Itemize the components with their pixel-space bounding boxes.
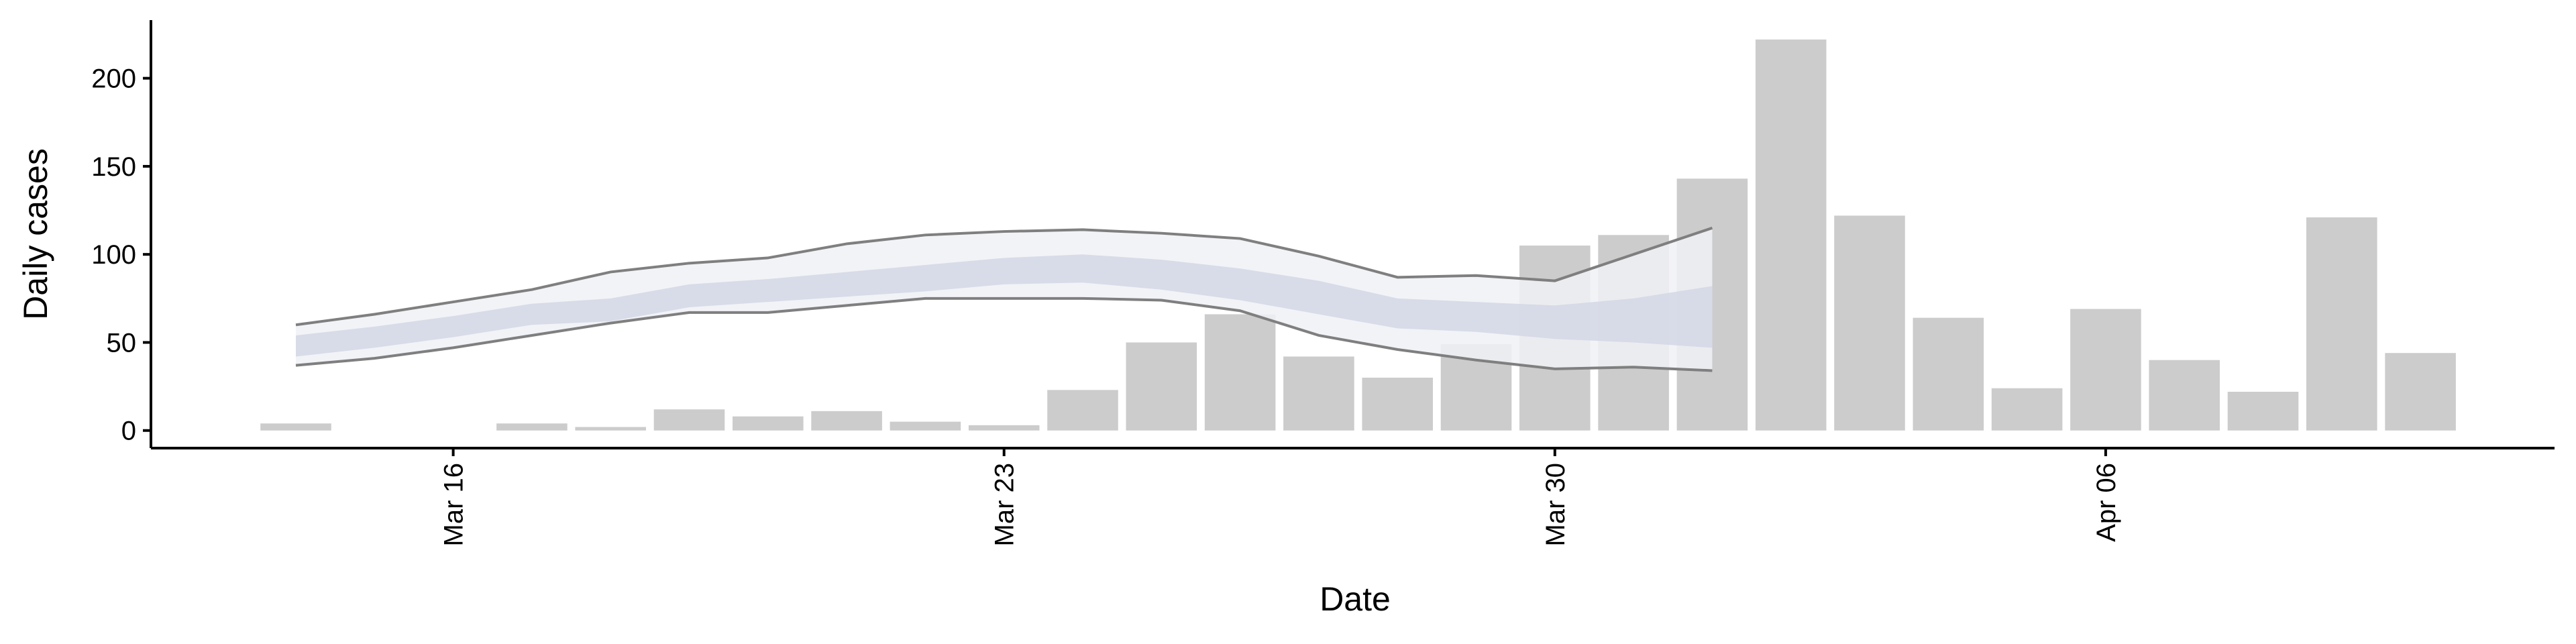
y-tick-label: 200 bbox=[91, 64, 136, 94]
x-axis-title: Date bbox=[1320, 580, 1391, 618]
bar bbox=[1834, 215, 1905, 431]
bar bbox=[2385, 353, 2456, 431]
bar bbox=[733, 416, 804, 431]
y-tick-label: 0 bbox=[121, 417, 136, 446]
bar bbox=[575, 427, 646, 431]
y-tick-label: 50 bbox=[107, 328, 137, 358]
bar bbox=[653, 409, 725, 431]
bar bbox=[1204, 314, 1276, 431]
bar bbox=[1991, 388, 2063, 431]
y-tick-label: 150 bbox=[91, 152, 136, 182]
y-axis-title: Daily cases bbox=[17, 148, 54, 320]
bar bbox=[1755, 39, 1827, 431]
bar bbox=[1362, 377, 1433, 431]
bar bbox=[2149, 360, 2220, 431]
y-tick-label: 100 bbox=[91, 240, 136, 270]
x-tick-label: Mar 23 bbox=[990, 463, 1020, 547]
bar bbox=[1913, 317, 1984, 431]
bar bbox=[890, 421, 961, 431]
ribbon-edge bbox=[295, 297, 1713, 372]
ribbon-band bbox=[296, 227, 1713, 371]
bar bbox=[1126, 342, 1197, 431]
bar bbox=[1047, 390, 1118, 431]
bar bbox=[968, 425, 1040, 431]
ribbon-band bbox=[296, 254, 1713, 357]
bar bbox=[1283, 356, 1354, 431]
bar bbox=[2306, 217, 2377, 431]
ribbon-edge bbox=[295, 226, 1713, 327]
bar bbox=[2070, 309, 2141, 431]
x-tick-label: Mar 30 bbox=[1541, 463, 1570, 547]
x-tick-label: Mar 16 bbox=[439, 463, 469, 547]
bar bbox=[2227, 391, 2299, 431]
x-tick-label: Apr 06 bbox=[2092, 463, 2121, 542]
bar bbox=[260, 423, 331, 431]
bar bbox=[811, 411, 882, 431]
bar bbox=[496, 423, 568, 431]
